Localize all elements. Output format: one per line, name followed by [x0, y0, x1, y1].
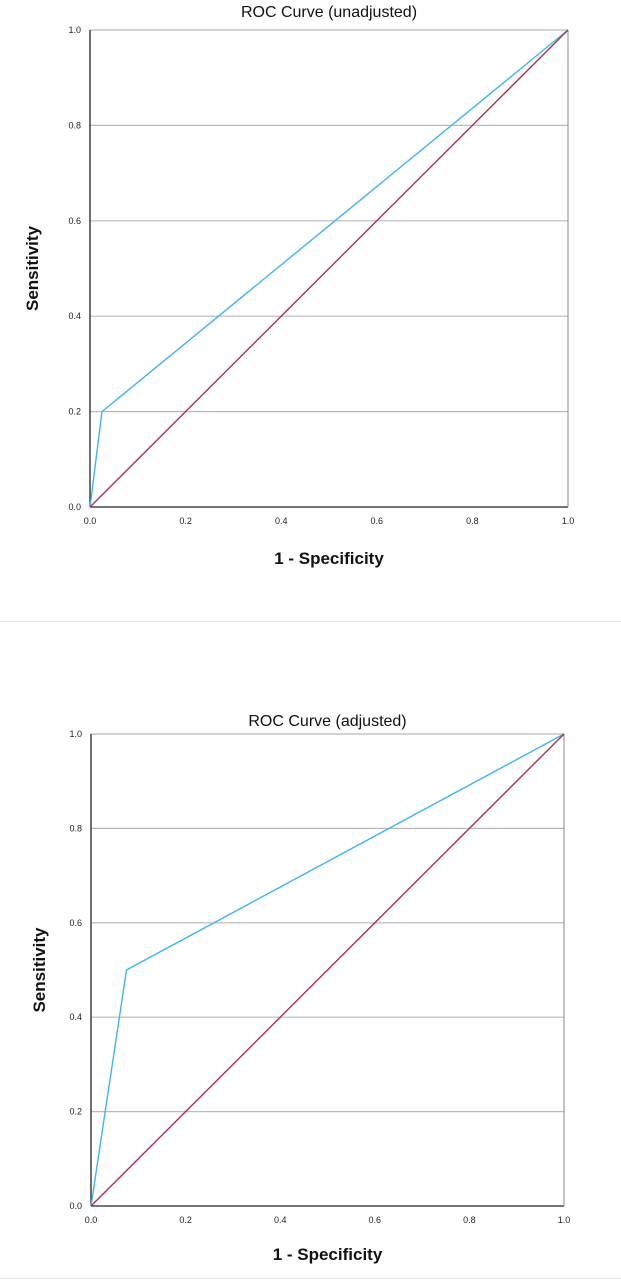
chart-separator	[0, 621, 621, 622]
adjusted-y-tick-label: 0.0	[69, 1201, 82, 1211]
unadjusted-y-tick-label: 1.0	[68, 25, 81, 35]
adjusted-roc-curve-line	[90, 733, 565, 1207]
adjusted-y-tick-label: 0.6	[69, 918, 82, 928]
unadjusted-x-tick-label: 0.4	[275, 516, 288, 526]
unadjusted-x-tick-label: 0.2	[179, 516, 192, 526]
adjusted-reference-diagonal-line	[90, 733, 565, 1207]
roc-chart-adjusted: ROC Curve (adjusted) 0.0 0.2 0.4 0.6 0.8 1.0 0.…	[0, 623, 621, 1280]
unadjusted-y-tick-label: 0.8	[68, 120, 81, 130]
unadjusted-y-tick-label: 0.6	[68, 216, 81, 226]
adjusted-x-tick-label: 1.0	[558, 1215, 571, 1225]
unadjusted-x-tick-label: 0.0	[84, 516, 97, 526]
adjusted-y-tick-label: 1.0	[69, 729, 82, 739]
roc-chart-adjusted-svg: ROC Curve (adjusted) 0.0 0.2 0.4 0.6 0.8 1.0 0.…	[30, 713, 571, 1264]
unadjusted-y-axis-label: Sensitivity	[23, 225, 42, 311]
adjusted-y-tick-label: 0.4	[69, 1012, 82, 1022]
adjusted-y-tick-label: 0.8	[69, 823, 82, 833]
adjusted-x-axis-label: 1 - Specificity	[273, 1245, 383, 1264]
unadjusted-x-tick-label: 1.0	[562, 516, 575, 526]
unadjusted-x-tick-label: 0.6	[371, 516, 384, 526]
unadjusted-y-tick-label: 0.0	[68, 502, 81, 512]
adjusted-x-tick-label: 0.4	[274, 1215, 287, 1225]
adjusted-x-tick-label: 0.0	[85, 1215, 98, 1225]
roc-chart-unadjusted: ROC Curve (unadjusted) 0.0 0.2 0.4 0.6 0.8 1.0…	[0, 0, 621, 622]
unadjusted-x-axis-label: 1 - Specificity	[274, 549, 384, 568]
adjusted-x-tick-label: 0.2	[179, 1215, 192, 1225]
unadjusted-roc-curve-line	[89, 29, 569, 508]
unadjusted-reference-diagonal-line	[89, 29, 569, 508]
unadjusted-chart-title: ROC Curve (unadjusted)	[241, 4, 417, 21]
adjusted-y-tick-label: 0.2	[69, 1107, 82, 1117]
adjusted-y-axis-label: Sensitivity	[30, 927, 49, 1013]
page-bottom-separator	[0, 1278, 621, 1279]
adjusted-chart-title: ROC Curve (adjusted)	[248, 713, 406, 730]
unadjusted-y-tick-label: 0.2	[68, 407, 81, 417]
unadjusted-x-tick-label: 0.8	[466, 516, 479, 526]
unadjusted-y-tick-label: 0.4	[68, 311, 81, 321]
adjusted-x-tick-label: 0.8	[463, 1215, 476, 1225]
roc-chart-unadjusted-svg: ROC Curve (unadjusted) 0.0 0.2 0.4 0.6 0.8 1.0…	[23, 4, 575, 568]
adjusted-x-tick-label: 0.6	[369, 1215, 382, 1225]
